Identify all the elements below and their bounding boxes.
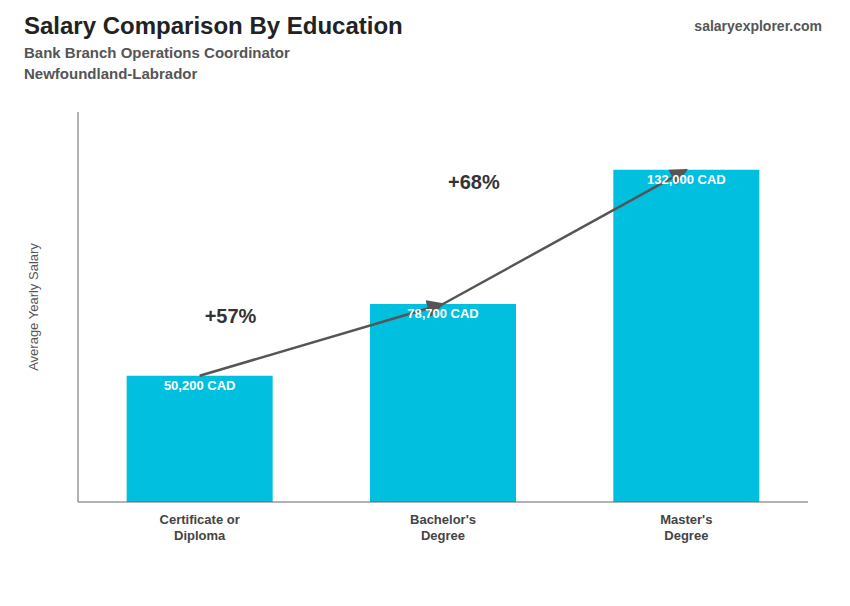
html-text:Bank Branch Operations Coordin: Bank Branch Operations Coordinator — [24, 44, 290, 61]
svg-text:50,200 CAD: 50,200 CAD — [164, 378, 236, 393]
svg-text:Average Yearly Salary: Average Yearly Salary — [26, 243, 41, 371]
svg-text:Bachelor'sDegree: Bachelor'sDegree — [410, 512, 476, 543]
svg-text:+57%: +57% — [205, 305, 257, 327]
svg-text:132,000 CAD: 132,000 CAD — [647, 172, 726, 187]
svg-text:Certificate orDiploma: Certificate orDiploma — [160, 512, 240, 543]
html-text:Newfoundland-Labrador: Newfoundland-Labrador — [24, 65, 198, 82]
svg-text:78,700 CAD: 78,700 CAD — [407, 306, 479, 321]
svg-text:+68%: +68% — [448, 171, 500, 193]
html-text:salaryexplorer.com: salaryexplorer.com — [694, 18, 822, 34]
svg-text:Master'sDegree: Master'sDegree — [660, 512, 712, 543]
html-text:Salary Comparison By Education: Salary Comparison By Education — [24, 12, 403, 39]
